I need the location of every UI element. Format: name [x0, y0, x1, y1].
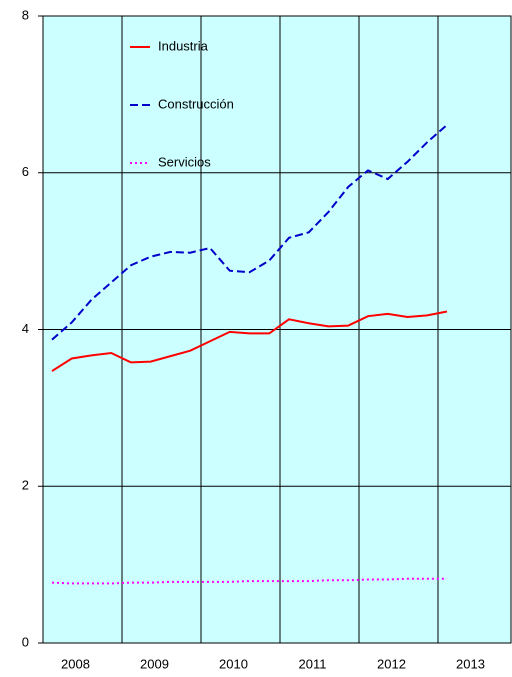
- x-tick-label: 2009: [140, 656, 169, 671]
- legend-label: Industria: [158, 38, 209, 53]
- x-tick-label: 2011: [299, 656, 327, 671]
- legend-label: Servicios: [158, 154, 211, 169]
- y-tick-label: 4: [22, 321, 29, 336]
- y-tick-label: 0: [22, 634, 29, 649]
- y-tick-label: 2: [22, 478, 29, 493]
- plot-border: [42, 15, 512, 644]
- y-tick-label: 8: [22, 7, 29, 22]
- line-series: [51, 124, 448, 341]
- x-tick-label: 2008: [61, 656, 90, 671]
- line-series: [51, 310, 448, 372]
- line-series: [51, 577, 447, 585]
- legend-label: Construcción: [158, 96, 234, 111]
- x-tick-label: 2010: [219, 656, 248, 671]
- y-tick-label: 6: [22, 164, 29, 179]
- x-tick-label: 2013: [456, 656, 485, 671]
- x-tick-label: 2012: [377, 656, 406, 671]
